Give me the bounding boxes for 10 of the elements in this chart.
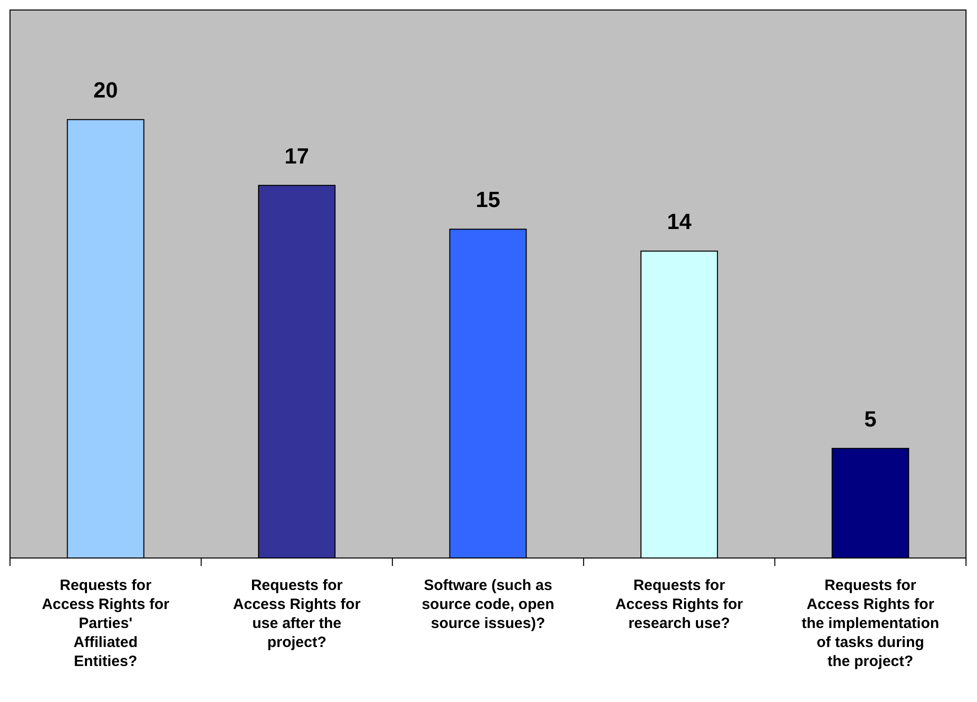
x-tick-label: Requests for Access Rights for research use? [615,577,744,632]
data-label: 15 [476,187,500,212]
x-tick-label: Software (such as source code, open source issues)? [422,577,554,632]
data-label: 14 [666,209,692,234]
data-label: 20 [93,78,118,103]
x-tick-label: Requests for Access Rights for use after the project? [233,577,361,651]
x-tick-label: Requests for Access Rights for the implementation of tasks during the project? [802,577,940,670]
x-tick-label: Requests for Access Rights for Parties' Affiliated Entities? [42,577,170,670]
data-label: 17 [284,143,310,168]
data-label: 5 [864,406,877,432]
